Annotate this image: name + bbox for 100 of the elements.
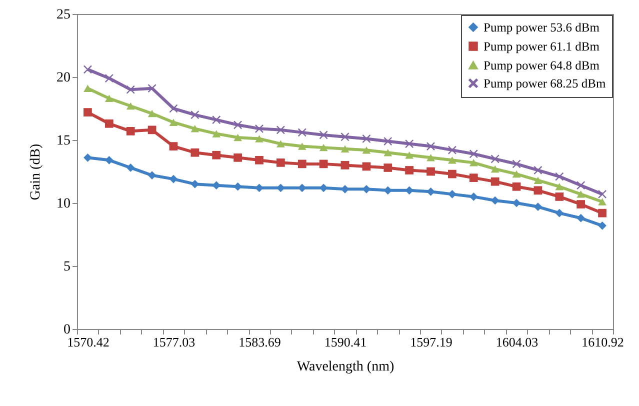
point (340, 145, 350, 152)
point (148, 84, 156, 93)
point (534, 186, 542, 195)
point (555, 182, 564, 190)
point (512, 182, 521, 191)
x-tick-label: 1610.92 (582, 334, 624, 350)
point (384, 164, 392, 172)
x-tick-label: 1590.41 (324, 334, 367, 350)
point (598, 208, 606, 218)
point (298, 128, 306, 137)
point (190, 125, 200, 132)
point (319, 160, 328, 168)
point (212, 130, 221, 138)
point (234, 182, 242, 191)
x-tick-label: 1597.19 (410, 334, 452, 350)
point (426, 154, 435, 162)
point (362, 134, 371, 143)
point (276, 158, 285, 167)
point (384, 148, 392, 156)
point (405, 166, 414, 174)
y-tick-label: 0 (64, 322, 70, 338)
point (126, 126, 135, 136)
point (469, 159, 478, 166)
point (426, 167, 435, 176)
point (576, 200, 586, 208)
point (319, 144, 328, 152)
y-tick-label: 20 (56, 70, 70, 86)
point (148, 171, 156, 180)
point (448, 170, 456, 178)
point (276, 126, 285, 134)
point (255, 156, 264, 164)
point (84, 108, 92, 116)
point (84, 153, 92, 162)
point (512, 160, 521, 168)
x-tick-label: 1570.42 (67, 334, 110, 350)
point (298, 142, 306, 150)
point (534, 176, 542, 184)
legend-label: Pump power 53.6 dBm (484, 20, 600, 34)
point (490, 196, 500, 205)
legend-label: Pump power 68.25 dBm (484, 76, 606, 90)
point (448, 156, 456, 164)
point (512, 170, 521, 178)
point (319, 130, 328, 140)
point (276, 140, 285, 148)
point (255, 135, 264, 142)
point (555, 172, 564, 181)
point (104, 119, 114, 128)
point (340, 161, 350, 170)
point (576, 181, 586, 190)
point (469, 174, 478, 182)
point (234, 120, 242, 130)
point (448, 146, 456, 154)
legend-label: Pump power 61.1 dBm (484, 39, 600, 54)
point (234, 134, 242, 142)
point (212, 150, 221, 160)
point (490, 154, 500, 164)
point (362, 146, 371, 154)
legend-label: Pump power 64.8 dBm (484, 58, 600, 72)
point (126, 164, 135, 172)
point (148, 126, 156, 134)
point (212, 116, 221, 124)
point (169, 142, 178, 150)
point (169, 104, 178, 113)
point (148, 110, 156, 118)
x-axis-title: Wavelength (nm) (296, 360, 394, 374)
point (104, 94, 114, 102)
x-tick-label: 1583.69 (238, 334, 281, 350)
point (362, 162, 371, 171)
y-tick-label: 15 (56, 134, 70, 148)
point (190, 110, 200, 119)
point (234, 153, 242, 162)
y-axis-title: Gain (dB) (28, 143, 44, 200)
point (534, 166, 542, 174)
point (190, 148, 200, 157)
point (576, 190, 586, 198)
point (490, 165, 500, 173)
point (534, 202, 542, 211)
point (598, 198, 606, 206)
point (469, 192, 478, 201)
x-tick-label: 1577.03 (152, 334, 196, 350)
point (169, 118, 178, 126)
y-tick-label: 10 (56, 196, 70, 212)
point (469, 150, 478, 158)
point (555, 208, 564, 218)
point (126, 102, 135, 110)
y-tick-label: 25 (56, 8, 70, 22)
point (126, 85, 135, 94)
y-tick-label: 5 (64, 260, 70, 274)
point (255, 184, 264, 192)
point (298, 160, 306, 168)
point (169, 174, 178, 184)
point (84, 84, 92, 92)
point (340, 132, 350, 142)
point (555, 192, 564, 201)
point (448, 190, 456, 198)
x-tick-label: 1604.03 (496, 334, 538, 350)
point (84, 65, 92, 74)
point (512, 198, 521, 208)
point (405, 151, 414, 159)
point (576, 214, 586, 222)
